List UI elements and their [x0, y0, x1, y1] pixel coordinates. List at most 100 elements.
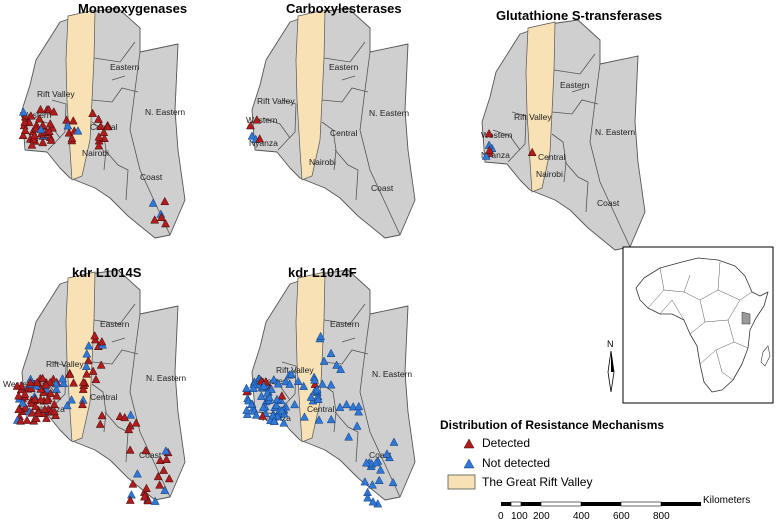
detected-marker [65, 369, 75, 378]
scale-bar: Kilometers 0 100 200 400 600 800 [498, 495, 750, 522]
detected-marker [49, 107, 59, 116]
detected-marker [161, 218, 170, 228]
region-label-coast: Coast [140, 172, 163, 182]
not-detected-marker [344, 432, 354, 441]
detected-marker [44, 126, 54, 135]
not-detected-marker [299, 381, 309, 390]
detected-marker [12, 381, 22, 390]
not-detected-marker [59, 378, 69, 388]
scale-tick-label: 0 [498, 511, 504, 522]
not-detected-marker [281, 376, 291, 386]
detected-marker [33, 408, 43, 417]
detected-marker [34, 114, 44, 123]
not-detected-marker [256, 391, 266, 400]
not-detected-marker [36, 124, 46, 134]
not-detected-marker [326, 380, 336, 389]
detected-marker [94, 141, 104, 150]
region-label-western: Western [246, 115, 278, 125]
map-title: Carboxylesterases [286, 1, 402, 16]
not-detected-marker [63, 121, 73, 130]
not-detected-marker [336, 364, 346, 373]
detected-marker [20, 125, 30, 134]
marker-layer [246, 115, 265, 143]
scale-segment [501, 502, 511, 506]
not-detected-marker [73, 126, 83, 135]
detected-marker [62, 115, 71, 124]
region-label-nyanza: Nyanza [481, 150, 510, 160]
detected-marker [78, 384, 88, 393]
region-label-eastern: Eastern [560, 80, 590, 90]
detected-marker [36, 394, 46, 404]
region-label-coast: Coast [371, 183, 394, 193]
not-detected-marker [133, 469, 142, 478]
detected-marker [527, 147, 537, 156]
region-label-central: Central [90, 392, 118, 402]
detected-marker [20, 117, 30, 126]
detected-marker [45, 119, 55, 128]
detected-marker [26, 377, 35, 387]
not-detected-marker [84, 341, 94, 350]
scale-segment [521, 502, 541, 506]
region-label-coast: Coast [369, 450, 392, 460]
detected-marker [46, 135, 56, 144]
detected-marker [124, 424, 134, 434]
map-kdr-l1014f: kdr L1014F Eastern Rift Valley N. Easter… [242, 265, 416, 508]
not-detected-marker [251, 410, 261, 419]
not-detected-marker [242, 383, 251, 392]
scale-segment [540, 501, 582, 507]
not-detected-marker [374, 475, 384, 484]
region-label-north-eastern: N. Eastern [595, 127, 635, 137]
scale-segment [510, 501, 522, 507]
detected-marker [36, 104, 45, 114]
not-detected-marker [319, 356, 329, 365]
scale-tick-label: 400 [573, 511, 590, 522]
not-detected-marker [368, 480, 377, 489]
scale-tick-label: 200 [533, 511, 550, 522]
detected-marker [128, 479, 138, 488]
north-label: N [607, 339, 614, 349]
detected-marker [22, 415, 32, 424]
region-label-eastern: Eastern [329, 62, 359, 72]
detected-marker [99, 127, 109, 136]
detected-marker [27, 398, 36, 407]
detected-marker [484, 128, 494, 138]
not-detected-marker [300, 412, 309, 421]
map-glutathione-s-transferases: Glutathione S-transferases Eastern Rift … [481, 8, 662, 251]
not-detected-marker [242, 409, 252, 418]
region-label-north-eastern: N. Eastern [145, 107, 185, 117]
region-label-western: Western [20, 110, 52, 120]
detected-marker [27, 140, 37, 149]
detected-marker [69, 378, 79, 387]
detected-marker [159, 465, 169, 474]
detected-marker [252, 115, 262, 124]
not-detected-marker [67, 395, 76, 404]
not-detected-marker [360, 477, 370, 486]
scale-tick-label: 600 [613, 511, 630, 522]
detected-marker [97, 337, 107, 346]
region-label-central: Central [330, 128, 358, 138]
detected-marker [14, 404, 24, 414]
not-detected-marker [290, 399, 300, 409]
region-label-north-eastern: N. Eastern [369, 108, 409, 118]
detected-marker [32, 377, 42, 387]
detected-marker [164, 473, 174, 483]
not-detected-marker [335, 402, 345, 411]
detected-marker [255, 134, 265, 143]
africa-outline [635, 257, 769, 393]
not-detected-marker [161, 446, 171, 455]
not-detected-marker [264, 392, 274, 402]
not-detected-marker [268, 410, 278, 420]
not-detected-marker [388, 477, 398, 487]
detected-marker [155, 455, 165, 464]
detected-marker [38, 373, 48, 382]
map-title: Glutathione S-transferases [496, 8, 662, 23]
legend-title: Distribution of Resistance Mechanisms [440, 418, 664, 432]
detected-marker [42, 413, 51, 422]
region-label-rift-valley: Rift Valley [37, 89, 75, 99]
north-arrow: N [607, 339, 615, 393]
map-monooxygenases: Monooxygenases Eastern Rift Valley N. Ea… [18, 1, 187, 239]
not-detected-marker [126, 410, 136, 419]
detected-triangle-icon [463, 438, 475, 449]
scale-segment [581, 502, 621, 506]
legend: Distribution of Resistance Mechanisms De… [440, 418, 664, 490]
